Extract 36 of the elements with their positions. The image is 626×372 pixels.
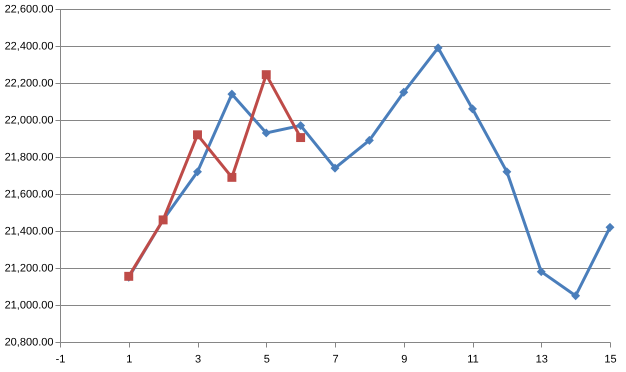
x-tick-label: 9 [401,354,408,366]
point [434,43,443,52]
x-tick-label: 15 [604,354,617,366]
point [468,104,477,114]
point [571,291,580,300]
point [193,167,202,176]
x-tick-label: 1 [126,354,132,366]
point [193,130,202,140]
x-tick-label: 7 [332,354,339,366]
point [227,90,236,99]
y-tick-label: 21,600.00 [4,188,54,200]
point [296,133,306,142]
point [606,222,614,232]
y-tick-label: 21,800.00 [4,152,54,164]
y-tick-label: 21,400.00 [4,226,54,238]
y-tick-label: 22,200.00 [4,78,54,90]
point [296,121,306,130]
y-tick-label: 22,600.00 [4,4,54,16]
y-tick-label: 20,800.00 [4,336,54,348]
x-tick-label: 3 [194,354,202,366]
x-tick-label: -1 [56,354,66,366]
y-tick-label: 22,400.00 [4,40,54,52]
point [536,267,546,276]
x-tick-label: 11 [467,354,479,366]
point [502,167,512,176]
x-tick-label: 5 [264,354,270,366]
point [364,136,374,145]
point [330,164,340,173]
point [399,88,408,97]
y-tick-label: 22,000.00 [4,114,54,126]
point [262,128,271,138]
point [227,172,236,182]
y-tick-label: 21,000.00 [4,300,54,312]
x-tick-label: 13 [536,354,548,366]
point [262,70,271,80]
y-tick-label: 21,200.00 [4,262,54,274]
